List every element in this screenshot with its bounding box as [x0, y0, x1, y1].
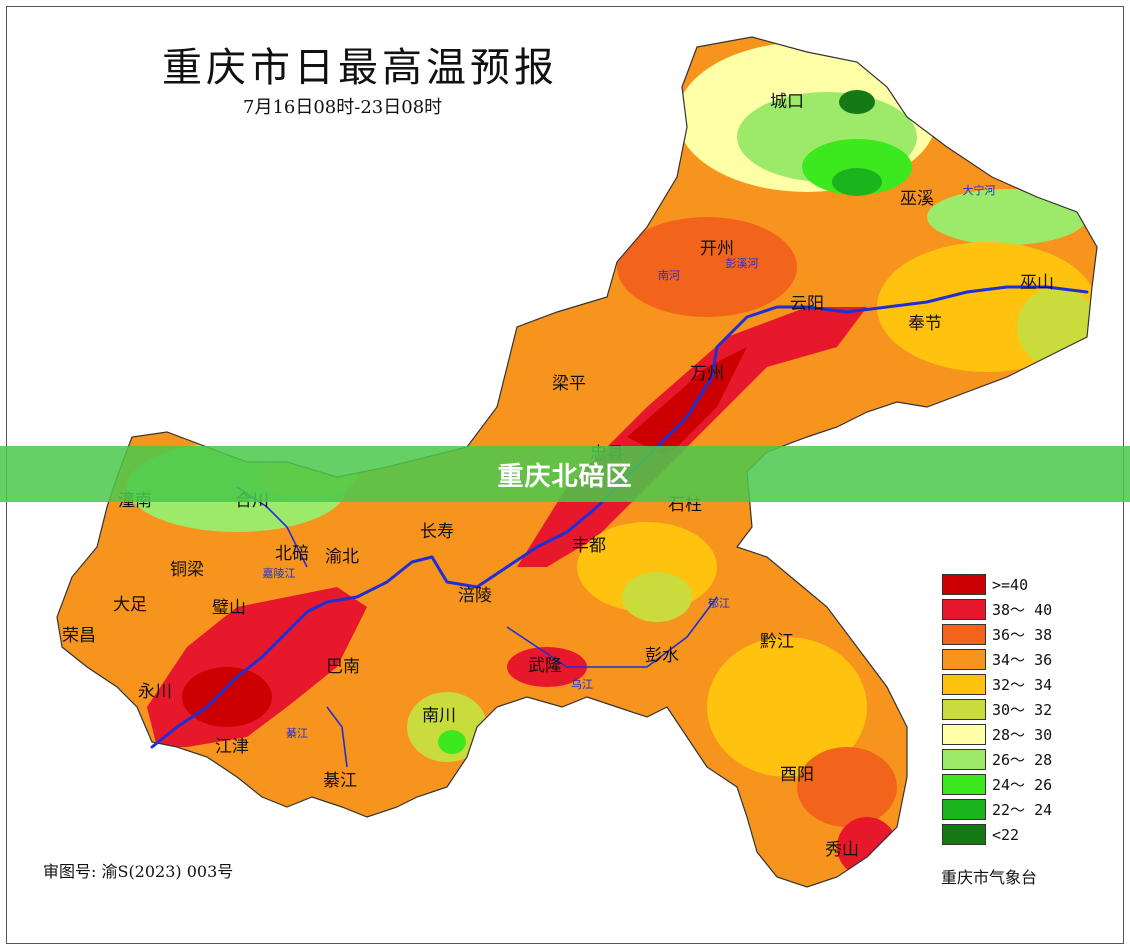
- legend-swatch: [942, 824, 986, 845]
- legend-swatch: [942, 774, 986, 795]
- temp-zone-wuxi-mild: [927, 189, 1087, 245]
- temp-zone-chengkou-cool: [802, 139, 912, 195]
- issuing-agency: 重庆市气象台: [941, 868, 1038, 887]
- district-label: 渝北: [325, 547, 359, 567]
- district-label: 巫山: [1020, 273, 1054, 293]
- legend-label: 22～ 24: [992, 801, 1053, 819]
- river-label: 南河: [658, 269, 680, 282]
- district-label: 奉节: [908, 314, 942, 334]
- legend-label: 38～ 40: [992, 601, 1053, 619]
- district-label: 武隆: [528, 656, 562, 676]
- temp-zone-nanchuan-cold: [438, 730, 466, 754]
- legend-item: 26～ 28: [942, 747, 1052, 772]
- district-label: 开州: [700, 239, 734, 259]
- map-approval-number: 审图号: 渝S(2023) 003号: [43, 862, 234, 881]
- legend-label: 36～ 38: [992, 626, 1053, 644]
- temp-zone-yangtze-hot: [517, 307, 867, 567]
- legend-label: 30～ 32: [992, 701, 1053, 719]
- district-label: 南川: [422, 706, 456, 726]
- district-label: 江津: [215, 737, 249, 757]
- river-label: 彭溪河: [726, 256, 759, 270]
- map-title: 重庆市日最高温预报: [162, 45, 558, 91]
- district-label: 大足: [113, 595, 147, 615]
- district-labels: 城口 巫溪 开州 云阳 巫山 奉节 梁平 万州 忠县 石柱 潼南 合川 长寿 丰…: [62, 92, 1054, 860]
- forecast-period: 7月16日08时-23日08时: [243, 97, 443, 118]
- river-labels: 大宁河 南河 彭溪河 乌江 嘉陵江 綦江 郁江: [263, 183, 996, 740]
- legend-item: <22: [942, 822, 1052, 847]
- rivers: [150, 285, 1089, 749]
- legend-label: 28～ 30: [992, 726, 1053, 744]
- legend-label: >=40: [992, 575, 1029, 594]
- legend-swatch: [942, 699, 986, 720]
- legend-item: 22～ 24: [942, 797, 1052, 822]
- legend-item: 28～ 30: [942, 722, 1052, 747]
- temp-zone-chengkou-cold: [832, 168, 882, 196]
- district-label: 梁平: [552, 374, 586, 394]
- legend-swatch: [942, 599, 986, 620]
- legend-swatch: [942, 724, 986, 745]
- district-label: 长寿: [420, 522, 454, 542]
- district-label: 云阳: [790, 294, 824, 314]
- temperature-legend: >=40 38～ 40 36～ 38 34～ 36 32～ 34 30～ 32 …: [942, 572, 1052, 847]
- river-label: 嘉陵江: [263, 566, 296, 580]
- district-label: 万州: [690, 364, 724, 384]
- temp-zone-kaizhou: [617, 217, 797, 317]
- river-label: 大宁河: [963, 183, 996, 197]
- river-label: 綦江: [286, 727, 308, 740]
- district-label: 巫溪: [900, 189, 934, 209]
- temp-zone-qianjiang: [707, 637, 867, 777]
- district-label: 黔江: [760, 632, 794, 652]
- yangtze-river: [150, 285, 1089, 749]
- legend-label: 32～ 34: [992, 676, 1053, 694]
- location-banner: 重庆北碚区: [0, 446, 1130, 502]
- district-label: 荣昌: [62, 626, 96, 646]
- wujiang-river: [506, 596, 718, 668]
- temperature-map: 城口 巫溪 开州 云阳 巫山 奉节 梁平 万州 忠县 石柱 潼南 合川 长寿 丰…: [56, 36, 1098, 888]
- district-label: 北碚: [275, 544, 309, 564]
- legend-swatch: [942, 674, 986, 695]
- legend-swatch: [942, 574, 986, 595]
- district-label: 永川: [138, 682, 172, 702]
- district-label: 彭水: [645, 646, 679, 666]
- legend-item: 38～ 40: [942, 597, 1052, 622]
- qijiang-river: [326, 706, 348, 768]
- legend-label: 34～ 36: [992, 651, 1053, 669]
- temp-zone-chengkou-coldest: [839, 90, 875, 114]
- district-label: 秀山: [825, 840, 859, 860]
- district-label: 璧山: [212, 598, 246, 618]
- temp-zone-youyang: [797, 747, 897, 827]
- district-label: 酉阳: [780, 765, 814, 785]
- legend-item: 36～ 38: [942, 622, 1052, 647]
- legend-item: 32～ 34: [942, 672, 1052, 697]
- temp-zone-jiangjin-hottest: [182, 667, 272, 727]
- river-label: 郁江: [708, 596, 730, 610]
- temp-zone-shizhu-cool: [622, 572, 692, 622]
- temp-zone-wulong: [507, 647, 587, 687]
- district-label: 涪陵: [458, 586, 492, 606]
- legend-swatch: [942, 649, 986, 670]
- legend-item: 24～ 26: [942, 772, 1052, 797]
- district-label: 巴南: [326, 657, 360, 677]
- district-label: 丰都: [572, 536, 606, 556]
- district-label: 綦江: [323, 771, 357, 791]
- map-frame: 城口 巫溪 开州 云阳 巫山 奉节 梁平 万州 忠县 石柱 潼南 合川 长寿 丰…: [6, 6, 1124, 944]
- district-label: 城口: [770, 92, 804, 112]
- temp-zone-wanzhou-hottest: [627, 347, 747, 457]
- legend-label: 26～ 28: [992, 751, 1053, 769]
- legend-label: 24～ 26: [992, 776, 1053, 794]
- legend-swatch: [942, 749, 986, 770]
- legend-item: 30～ 32: [942, 697, 1052, 722]
- legend-swatch: [942, 624, 986, 645]
- temp-zone-nanchuan-cool: [407, 692, 487, 762]
- legend-item: 34～ 36: [942, 647, 1052, 672]
- location-banner-label: 重庆北碚区: [497, 461, 633, 492]
- legend-swatch: [942, 799, 986, 820]
- temp-zone-wushan-east: [1017, 287, 1097, 367]
- district-label: 铜梁: [170, 560, 204, 580]
- legend-label: <22: [992, 825, 1020, 844]
- legend-item: >=40: [942, 572, 1052, 597]
- river-label: 乌江: [571, 677, 593, 691]
